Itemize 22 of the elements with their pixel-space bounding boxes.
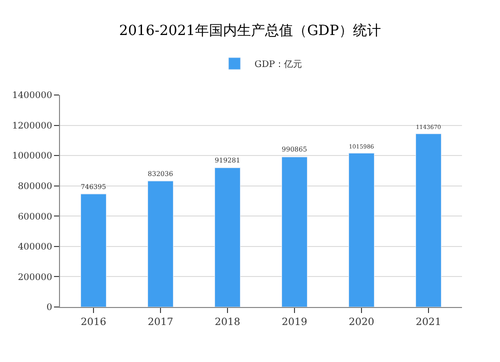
x-tick-label: 2018 [214,317,240,328]
y-tick-label: 800000 [18,182,52,192]
x-tick-label: 2019 [282,317,308,328]
bar [80,194,106,307]
bar [214,168,240,307]
y-tick-label: 1200000 [12,121,52,132]
bar [348,152,374,307]
x-tick-label: 2016 [80,317,106,328]
bar [148,180,174,307]
y-tick-label: 1400000 [12,91,52,102]
x-tick-label: 2017 [148,317,174,328]
y-tick-label: 600000 [18,212,52,222]
y-tick-label: 1000000 [12,152,52,162]
bar [282,156,308,307]
y-tick-label: 400000 [18,242,52,253]
x-tick-label: 2020 [348,317,374,328]
legend-label: GDP：亿元 [254,59,302,70]
y-tick-label: 0 [46,303,52,314]
bar [416,134,442,307]
x-tick-label: 2021 [416,317,442,328]
chart-title: 2016-2021年国内生产总值（GDP）统计 [119,23,381,40]
y-tick-label: 200000 [18,272,52,283]
